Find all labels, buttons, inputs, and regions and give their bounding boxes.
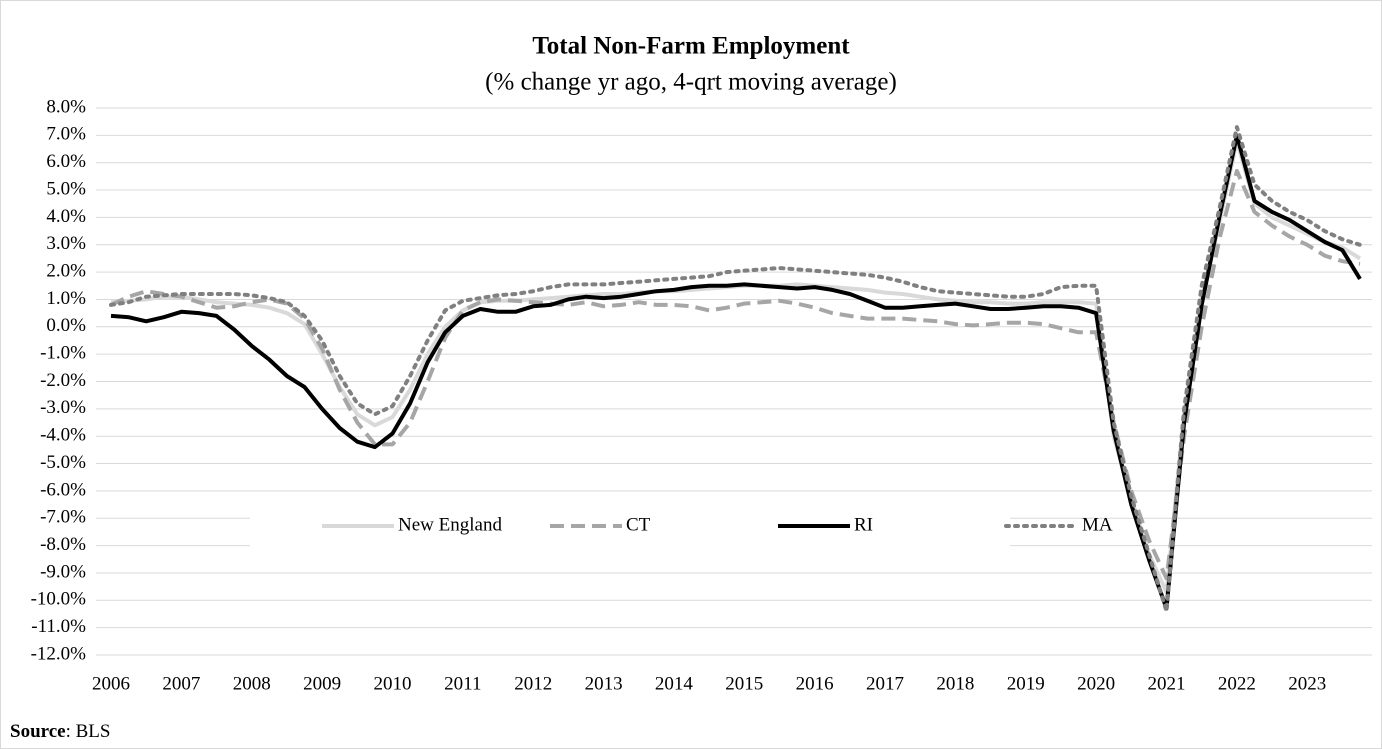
y-tick-label: -1.0% — [40, 343, 86, 364]
legend-label: RI — [854, 514, 873, 535]
legend-label: MA — [1082, 514, 1113, 535]
x-tick-label: 2011 — [444, 673, 481, 694]
x-tick-label: 2010 — [373, 673, 411, 694]
y-tick-label: -6.0% — [40, 479, 86, 500]
chart-subtitle: (% change yr ago, 4-qrt moving average) — [485, 69, 897, 96]
series-line — [110, 168, 1361, 581]
x-tick-label: 2019 — [1007, 673, 1045, 694]
y-tick-label: -3.0% — [40, 397, 86, 418]
y-tick-label: -9.0% — [40, 561, 86, 582]
x-tick-label: 2006 — [92, 673, 130, 694]
x-tick-label: 2017 — [866, 673, 904, 694]
legend-label: New England — [398, 514, 502, 535]
x-tick-label: 2018 — [936, 673, 974, 694]
y-tick-label: -2.0% — [40, 370, 86, 391]
x-tick-label: 2008 — [233, 673, 271, 694]
y-tick-label: -8.0% — [40, 534, 86, 555]
x-tick-label: 2007 — [162, 673, 200, 694]
x-tick-label: 2012 — [514, 673, 552, 694]
y-tick-label: 4.0% — [46, 206, 86, 227]
x-tick-label: 2009 — [303, 673, 341, 694]
y-tick-label: 8.0% — [46, 96, 86, 117]
y-tick-label: 6.0% — [46, 151, 86, 172]
y-tick-label: 5.0% — [46, 178, 86, 199]
source-label: Source — [10, 721, 66, 742]
x-tick-label: 2016 — [796, 673, 834, 694]
y-tick-label: -10.0% — [31, 589, 87, 610]
y-tick-label: 1.0% — [46, 288, 86, 309]
y-tick-label: -5.0% — [40, 452, 86, 473]
x-tick-label: 2020 — [1077, 673, 1115, 694]
legend-label: CT — [626, 514, 651, 535]
y-tick-label: -12.0% — [31, 643, 87, 664]
x-tick-label: 2014 — [655, 673, 694, 694]
y-tick-label: 7.0% — [46, 124, 86, 145]
y-tick-label: -4.0% — [40, 425, 86, 446]
source-note: Source: BLS — [10, 721, 110, 742]
x-tick-label: 2013 — [585, 673, 623, 694]
x-tick-label: 2021 — [1147, 673, 1185, 694]
y-tick-label: -11.0% — [31, 616, 86, 637]
source-text: : BLS — [66, 721, 111, 742]
y-tick-label: 3.0% — [46, 233, 86, 254]
y-tick-label: 0.0% — [46, 315, 86, 336]
x-tick-label: 2023 — [1288, 673, 1326, 694]
y-tick-label: 2.0% — [46, 260, 86, 281]
series-line — [109, 125, 1362, 614]
x-tick-label: 2015 — [725, 673, 763, 694]
x-tick-label: 2022 — [1218, 673, 1256, 694]
chart-title: Total Non-Farm Employment — [532, 33, 850, 60]
y-tick-label: -7.0% — [40, 507, 86, 528]
